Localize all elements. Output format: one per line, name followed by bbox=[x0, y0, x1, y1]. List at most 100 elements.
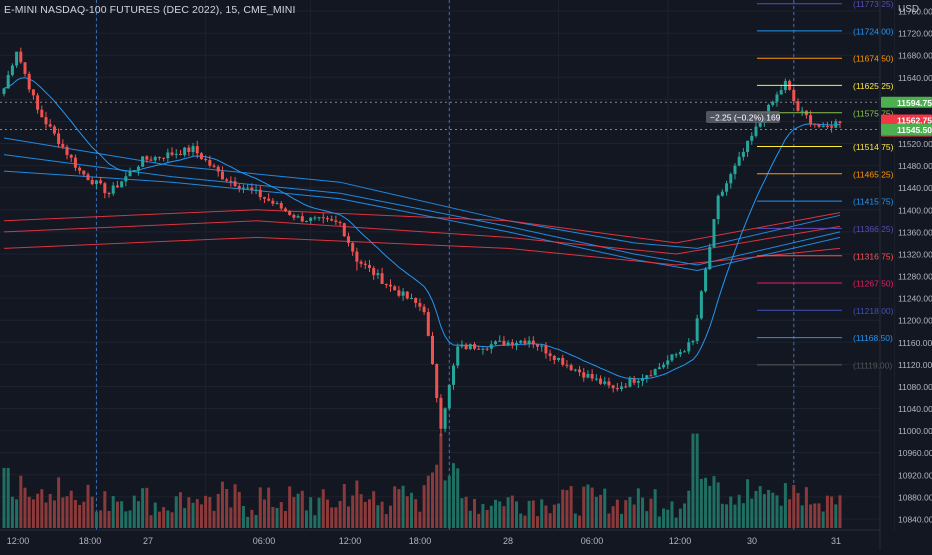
volume-bar bbox=[611, 506, 615, 528]
candle-body bbox=[531, 340, 535, 345]
volume-bar bbox=[636, 488, 640, 528]
high-low-lines bbox=[0, 101, 880, 130]
volume-bar bbox=[275, 507, 279, 528]
candle-body bbox=[796, 101, 800, 111]
candle-body bbox=[61, 144, 65, 147]
volume-bar bbox=[338, 501, 342, 528]
volume-bar bbox=[233, 484, 237, 528]
volume-bar bbox=[838, 495, 842, 528]
level-label: (11316.75) bbox=[853, 251, 894, 261]
volume-bar bbox=[31, 499, 35, 528]
volume-bars bbox=[2, 433, 842, 528]
candle-body bbox=[246, 187, 250, 189]
time-axis[interactable]: 12:00 18:00 27 06:00 12:00 18:00 28 06:00 12:00 3… bbox=[0, 529, 880, 546]
candle-body bbox=[649, 375, 653, 377]
candle-body bbox=[359, 261, 363, 264]
volume-bar bbox=[241, 505, 245, 528]
candle-body bbox=[2, 88, 6, 94]
candle-body bbox=[691, 341, 695, 343]
candle-body bbox=[351, 242, 355, 252]
volume-bar bbox=[519, 513, 523, 528]
candle-body bbox=[317, 217, 321, 219]
candle-body bbox=[431, 335, 435, 365]
volume-bar bbox=[603, 488, 607, 528]
volume-bar bbox=[586, 484, 590, 528]
volume-bar bbox=[115, 501, 119, 528]
candle-body bbox=[44, 117, 48, 125]
volume-bar bbox=[473, 498, 477, 528]
candle-body bbox=[456, 346, 460, 366]
volume-bar bbox=[254, 514, 258, 528]
volume-bar bbox=[208, 496, 212, 528]
volume-bar bbox=[279, 502, 283, 528]
candle-body bbox=[372, 267, 376, 276]
candle-body bbox=[569, 365, 573, 371]
volume-bar bbox=[746, 479, 750, 528]
volume-bar bbox=[86, 484, 90, 528]
candle-body bbox=[725, 183, 729, 192]
volume-bar bbox=[422, 485, 426, 528]
time-tick-label: 18:00 bbox=[409, 536, 432, 546]
candle-body bbox=[132, 170, 136, 172]
moving-average-line bbox=[3, 154, 841, 266]
volume-bar bbox=[317, 497, 321, 528]
price-tick-label: 11720.00 bbox=[898, 29, 932, 39]
candle-body bbox=[746, 140, 750, 153]
volume-bar bbox=[678, 508, 682, 528]
moving-average-line bbox=[3, 236, 841, 266]
candle-body bbox=[674, 354, 678, 356]
volume-bar bbox=[120, 501, 124, 528]
symbol-title[interactable]: E-MINI NASDAQ-100 FUTURES (DEC 2022), 15… bbox=[4, 4, 296, 16]
candle-body bbox=[363, 263, 367, 265]
candle-body bbox=[565, 364, 569, 366]
volume-bar bbox=[157, 511, 161, 528]
volume-bar bbox=[132, 495, 136, 528]
candle-body bbox=[338, 221, 342, 224]
candle-body bbox=[418, 302, 422, 307]
volume-bar bbox=[6, 467, 10, 528]
candle-body bbox=[624, 386, 628, 388]
price-tick-label: 11480.00 bbox=[898, 161, 932, 171]
candle-body bbox=[830, 126, 834, 128]
volume-bar bbox=[758, 486, 762, 528]
candle-body bbox=[115, 185, 119, 188]
candle-body bbox=[687, 342, 691, 352]
high-price-badge-text: 11594.75 bbox=[897, 98, 932, 108]
price-axis[interactable]: 11760.0011720.0011680.0011640.0011600.00… bbox=[879, 0, 932, 550]
volume-bar bbox=[649, 498, 653, 528]
candle-body bbox=[632, 378, 636, 383]
candle-body bbox=[409, 298, 413, 300]
volume-bar bbox=[57, 477, 61, 528]
candle-body bbox=[422, 306, 426, 313]
candle-body bbox=[582, 372, 586, 378]
level-label: (11465.25) bbox=[853, 169, 894, 179]
candle-body bbox=[141, 156, 145, 167]
volume-bar bbox=[94, 511, 98, 528]
volume-bar bbox=[506, 497, 510, 528]
volume-bar bbox=[183, 508, 187, 528]
candle-body bbox=[573, 369, 577, 371]
volume-bar bbox=[821, 511, 825, 528]
level-label: (11218.00) bbox=[853, 306, 894, 316]
session-separators bbox=[95, 0, 795, 530]
volume-bar bbox=[510, 495, 514, 528]
volume-bar bbox=[620, 513, 624, 528]
volume-bar bbox=[288, 486, 292, 528]
candle-body bbox=[90, 179, 94, 185]
candle-body bbox=[489, 344, 493, 349]
price-tick-label: 10840.00 bbox=[898, 514, 932, 524]
volume-bar bbox=[388, 505, 392, 528]
volume-bar bbox=[573, 513, 577, 528]
candle-body bbox=[485, 348, 489, 350]
volume-bar bbox=[145, 487, 149, 528]
volume-bar bbox=[447, 475, 451, 528]
candle-body bbox=[128, 171, 132, 177]
candle-body bbox=[825, 125, 829, 127]
candle-body bbox=[510, 342, 514, 346]
level-label: (11724.00) bbox=[853, 26, 894, 36]
volume-bar bbox=[641, 497, 645, 528]
candle-body bbox=[157, 156, 161, 158]
